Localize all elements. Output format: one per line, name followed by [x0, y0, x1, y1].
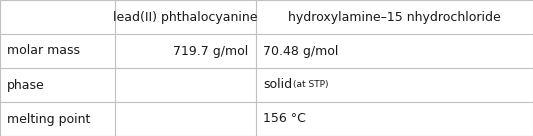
- Text: (at STP): (at STP): [293, 81, 329, 89]
- Text: molar mass: molar mass: [7, 44, 80, 58]
- Text: solid: solid: [263, 78, 292, 92]
- Text: hydroxylamine–15 nhydrochloride: hydroxylamine–15 nhydrochloride: [288, 10, 501, 24]
- Text: 156 °C: 156 °C: [263, 112, 306, 126]
- Text: phase: phase: [7, 78, 45, 92]
- Text: 70.48 g/mol: 70.48 g/mol: [263, 44, 338, 58]
- Text: lead(II) phthalocyanine: lead(II) phthalocyanine: [113, 10, 257, 24]
- Text: melting point: melting point: [7, 112, 91, 126]
- Text: 719.7 g/mol: 719.7 g/mol: [173, 44, 248, 58]
